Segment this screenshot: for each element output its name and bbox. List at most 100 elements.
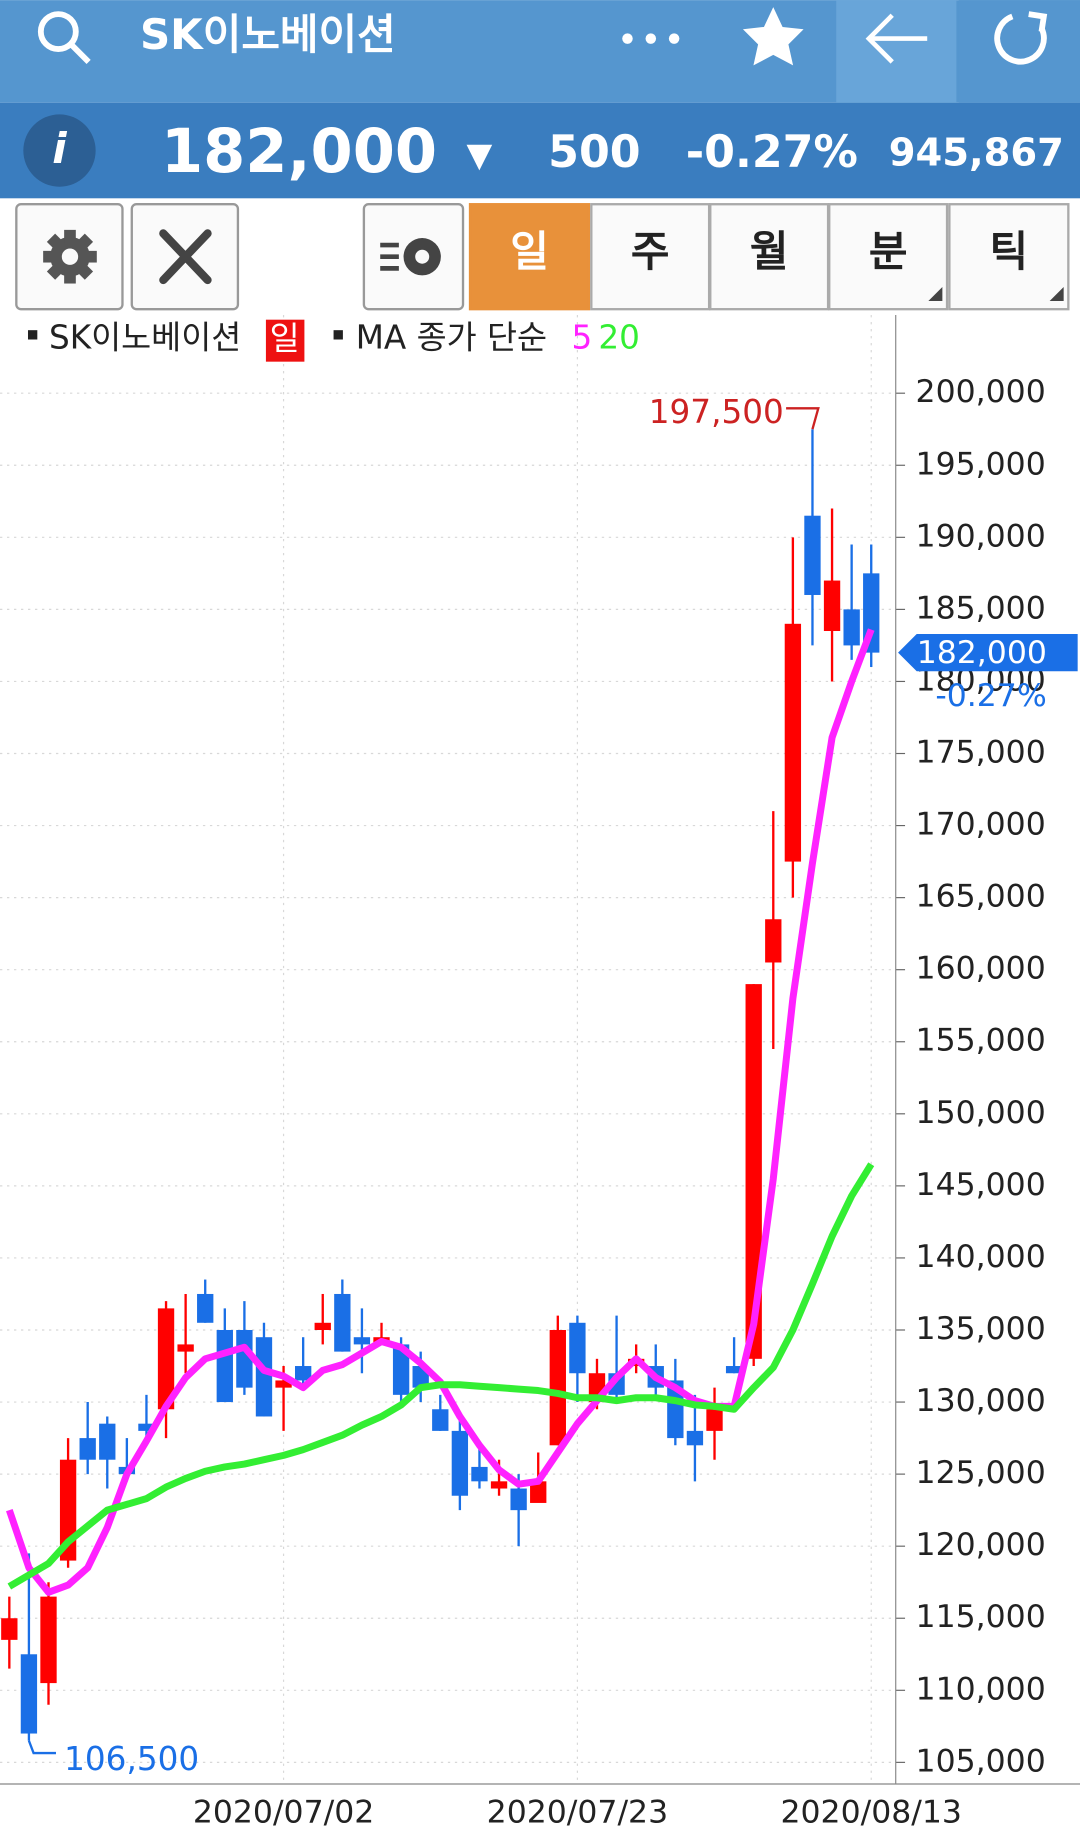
tab-label: 주 bbox=[631, 227, 670, 276]
price-tag bbox=[898, 633, 1078, 672]
legend-period: 일 bbox=[270, 320, 300, 358]
y-tick-label: 170,000 bbox=[916, 807, 1046, 843]
candle-body bbox=[275, 1380, 292, 1388]
y-tick-label: 115,000 bbox=[916, 1599, 1046, 1635]
tab-label: 틱 bbox=[990, 227, 1029, 276]
candle-body bbox=[79, 1438, 96, 1460]
tab-label: 일 bbox=[510, 227, 549, 276]
candle-body bbox=[471, 1466, 488, 1482]
favorite-icon[interactable] bbox=[742, 7, 804, 66]
tab-label: 월 bbox=[750, 227, 789, 276]
legend-series: 20 bbox=[598, 319, 640, 357]
y-tick-label: 150,000 bbox=[916, 1095, 1046, 1131]
y-tick-label: 125,000 bbox=[916, 1455, 1046, 1491]
min-arrow bbox=[27, 1740, 56, 1755]
candle-body bbox=[138, 1423, 155, 1431]
y-tick-label: 165,000 bbox=[916, 879, 1046, 915]
gear-icon bbox=[43, 229, 97, 284]
y-tick-label: 140,000 bbox=[916, 1239, 1046, 1275]
candle-body bbox=[843, 609, 860, 646]
candle-body bbox=[334, 1293, 351, 1352]
y-tick-label: 200,000 bbox=[916, 374, 1046, 410]
candle-body bbox=[294, 1366, 312, 1381]
candle-body bbox=[569, 1322, 586, 1374]
candle-body bbox=[353, 1337, 371, 1345]
candle-body bbox=[99, 1423, 116, 1460]
x-tick-label: 2020/07/23 bbox=[487, 1795, 668, 1829]
legend-marker bbox=[27, 330, 38, 340]
candle-body bbox=[197, 1293, 214, 1323]
candle-body bbox=[510, 1488, 527, 1511]
candle-body bbox=[686, 1430, 704, 1446]
candle-body bbox=[20, 1654, 38, 1734]
candle-body bbox=[40, 1596, 57, 1684]
y-tick-label: 175,000 bbox=[916, 735, 1046, 771]
candle-body bbox=[1, 1618, 18, 1640]
down-arrow bbox=[466, 144, 493, 171]
candle-body bbox=[745, 984, 762, 1359]
candle-body bbox=[823, 580, 841, 632]
legend-name: SK이노베이션 bbox=[49, 319, 241, 357]
candle-body bbox=[392, 1344, 410, 1395]
legend-series: 5 bbox=[571, 319, 592, 357]
y-tick-label: 190,000 bbox=[916, 518, 1046, 554]
chart: 105,000 110,000 115,000 120,000 125,000 130,0… bbox=[0, 315, 1080, 1829]
y-tick-label: 135,000 bbox=[916, 1311, 1046, 1347]
candle-body bbox=[667, 1380, 684, 1439]
candle-body bbox=[451, 1430, 469, 1496]
price: 182,000 bbox=[161, 117, 437, 187]
x-tick-label: 2020/08/13 bbox=[780, 1795, 961, 1829]
refresh-icon[interactable] bbox=[994, 11, 1048, 65]
tab[interactable] bbox=[948, 203, 1070, 311]
y-tick-label: 105,000 bbox=[916, 1743, 1046, 1779]
price-tag-label: 182,000 bbox=[917, 635, 1047, 671]
candle-body bbox=[549, 1329, 566, 1446]
candle-body bbox=[432, 1409, 449, 1431]
legend-period-bg bbox=[265, 319, 305, 362]
back-icon[interactable] bbox=[865, 13, 928, 64]
change-pct: -0.27% bbox=[686, 127, 858, 178]
price-tag-change: -0.27% bbox=[935, 678, 1046, 714]
max-arrow bbox=[786, 407, 820, 430]
candle-body bbox=[490, 1481, 508, 1489]
header-title: SK이노베이션 bbox=[140, 10, 396, 59]
candle-body bbox=[784, 623, 802, 862]
legend-ma: MA 종가 단순 bbox=[356, 319, 547, 357]
candle-body bbox=[236, 1329, 253, 1388]
y-tick-label: 110,000 bbox=[916, 1671, 1046, 1707]
candle-body bbox=[706, 1409, 723, 1431]
y-tick-label: 160,000 bbox=[916, 951, 1046, 987]
ma-line bbox=[7, 1162, 875, 1590]
y-tick-label: 195,000 bbox=[916, 446, 1046, 482]
change: 500 bbox=[548, 127, 640, 178]
candle-body bbox=[216, 1329, 233, 1403]
tab-label: 분 bbox=[869, 227, 908, 276]
more-icon[interactable] bbox=[622, 33, 680, 44]
quote-bar bbox=[0, 102, 1080, 199]
x-tick-label: 2020/07/02 bbox=[193, 1795, 374, 1829]
tab[interactable] bbox=[828, 203, 949, 311]
max-label: 197,500 bbox=[649, 393, 784, 431]
tab[interactable] bbox=[709, 203, 830, 311]
back-button-bg[interactable] bbox=[836, 0, 957, 103]
y-tick-label: 145,000 bbox=[916, 1167, 1046, 1203]
legend-marker bbox=[333, 330, 343, 340]
info-icon: i bbox=[52, 124, 67, 173]
chart-bg bbox=[0, 315, 1080, 1829]
min-label: 106,500 bbox=[64, 1740, 199, 1778]
refresh-button-bg[interactable] bbox=[958, 0, 1080, 103]
y-tick-label: 155,000 bbox=[916, 1023, 1046, 1059]
search-icon[interactable] bbox=[37, 11, 91, 64]
candle-body bbox=[804, 515, 821, 595]
candle-body bbox=[314, 1322, 331, 1330]
candle-body bbox=[725, 1366, 743, 1374]
candle-body bbox=[530, 1481, 547, 1503]
indicator-icon bbox=[380, 238, 441, 276]
candle-body bbox=[177, 1344, 194, 1352]
info-button[interactable] bbox=[23, 114, 96, 187]
candle-body bbox=[255, 1337, 273, 1417]
tab[interactable] bbox=[468, 203, 591, 311]
